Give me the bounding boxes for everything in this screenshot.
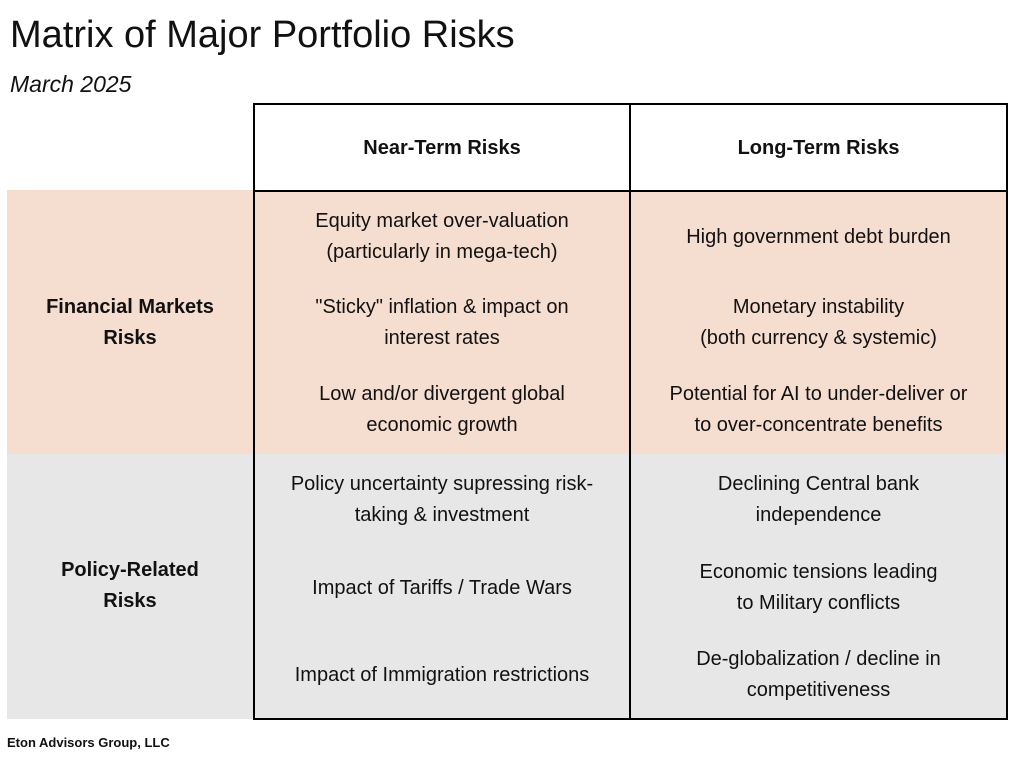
financial-risks-band: [7, 190, 1007, 454]
risk-item: Economic tensions leading to Military co…: [699, 561, 938, 614]
risk-item: Impact of Immigration restrictions: [294, 663, 590, 686]
grid-line-middle: [629, 103, 631, 720]
row-label-policy-text: Policy-Related Risks: [61, 559, 199, 612]
risk-item: Declining Central bank independence: [717, 473, 920, 526]
risk-item: Impact of Tariffs / Trade Wars: [312, 576, 572, 599]
policy-risks-band: [7, 454, 1007, 719]
risk-item: De-globalization / decline in competitiv…: [696, 648, 941, 701]
page-subtitle-date: March 2025: [10, 71, 132, 97]
risk-item: Policy uncertainty supressing risk- taki…: [290, 473, 594, 526]
column-header-near-term: Near-Term Risks: [363, 136, 521, 159]
column-header-long-term: Long-Term Risks: [737, 136, 900, 159]
risk-item: Potential for AI to under-deliver or to …: [669, 383, 968, 436]
risk-item: High government debt burden: [686, 225, 951, 248]
risk-item: Low and/or divergent global economic gro…: [319, 383, 565, 436]
row-label-policy: Policy-Related Risks: [7, 454, 253, 718]
grid-line-left: [253, 103, 255, 720]
risk-item: Equity market over-valuation (particular…: [315, 210, 569, 263]
row-label-financial-text: Financial Markets Risks: [46, 296, 214, 349]
row-label-financial: Financial Markets Risks: [7, 192, 253, 454]
grid-line-right: [1006, 103, 1008, 720]
footer-credit: Eton Advisors Group, LLC: [7, 735, 170, 750]
risk-item: "Sticky" inflation & impact on interest …: [315, 296, 569, 349]
risk-item: Monetary instability (both currency & sy…: [700, 296, 937, 349]
page-title: Matrix of Major Portfolio Risks: [10, 14, 515, 56]
